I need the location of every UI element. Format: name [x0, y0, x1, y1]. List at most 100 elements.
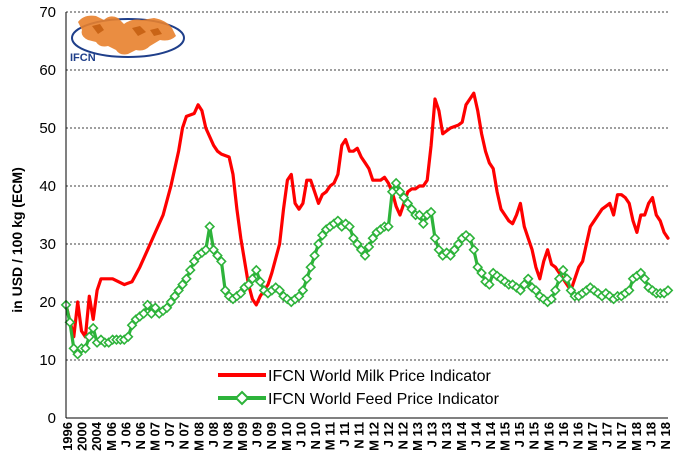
data-point: [212, 250, 223, 261]
data-point: [87, 322, 99, 334]
x-tick-label: 2004: [89, 421, 104, 451]
y-tick-label: 40: [39, 178, 56, 195]
data-point: [394, 186, 406, 198]
data-point: [367, 232, 379, 244]
x-tick-label: J 09: [250, 422, 265, 447]
data-point: [449, 244, 460, 256]
legend-feed-marker-icon: [234, 390, 250, 406]
x-tick-label: M 06: [104, 422, 119, 451]
ifcn-logo: IFCN: [70, 15, 185, 64]
data-point: [181, 273, 192, 285]
data-point: [635, 267, 647, 279]
x-tick-label: N 17: [614, 422, 629, 449]
x-tick-label: M 09: [235, 422, 250, 451]
axes: [65, 12, 668, 419]
x-tick-label: M 17: [585, 422, 600, 451]
x-tick-label: J 18: [643, 422, 658, 447]
data-point: [390, 177, 402, 189]
data-point: [169, 290, 181, 302]
data-point: [515, 285, 526, 296]
x-tick-label: J 07: [162, 422, 177, 447]
x-tick-label: N 18: [658, 422, 673, 449]
globe-ellipse-icon: [71, 18, 185, 58]
data-point: [161, 302, 173, 314]
data-point: [146, 308, 157, 319]
data-point: [359, 250, 371, 261]
data-point: [274, 285, 285, 296]
x-tick-label: M 13: [410, 422, 425, 451]
y-axis-label: in USD / 100 kg (ECM): [9, 167, 25, 312]
data-point: [363, 241, 375, 253]
y-tick-label: 20: [39, 294, 56, 311]
data-point: [83, 331, 95, 343]
data-point: [623, 285, 635, 296]
y-tick-label: 60: [39, 62, 56, 79]
x-tick-label: N 07: [177, 422, 192, 449]
data-point: [68, 343, 80, 354]
data-point: [173, 285, 184, 296]
y-tick-label: 70: [39, 4, 56, 21]
x-tick-label: J 17: [600, 422, 615, 447]
y-tick-labels: 0 10 20 30 40 50 60 70: [39, 4, 56, 427]
x-tick-label: J 08: [206, 422, 221, 447]
data-point: [518, 279, 530, 290]
data-point: [530, 285, 542, 296]
data-point: [208, 244, 219, 256]
x-tick-label: M 14: [454, 421, 469, 451]
data-point: [142, 299, 153, 311]
data-point: [126, 319, 138, 331]
x-tick-label: M 16: [541, 422, 556, 451]
data-point: [184, 264, 196, 276]
data-point: [200, 244, 212, 256]
data-point: [433, 244, 445, 256]
x-tick-label: J 15: [512, 422, 527, 447]
data-point: [417, 218, 429, 230]
data-point: [297, 285, 309, 296]
data-point: [332, 215, 344, 227]
x-tick-labels: 1996 2000 2004 M 06 J 06 N 06 M 07 J 07 N 07 M 08…: [60, 421, 673, 451]
data-point: [80, 343, 91, 354]
x-tick-label: N 08: [220, 422, 235, 449]
world-map-icon: [78, 15, 176, 55]
data-point: [425, 206, 437, 218]
data-point: [243, 279, 254, 290]
data-point: [565, 285, 577, 296]
x-tick-label: J 10: [293, 422, 308, 447]
data-point: [386, 186, 398, 198]
data-point: [247, 273, 258, 285]
data-point: [546, 293, 557, 305]
data-point: [639, 273, 651, 285]
data-point: [383, 221, 394, 232]
data-point: [219, 285, 231, 296]
data-point: [250, 264, 262, 276]
x-tick-label: M 08: [191, 422, 206, 451]
x-tick-label: J 13: [425, 422, 440, 447]
x-tick-label: N 11: [352, 422, 367, 449]
x-tick-label: J 06: [118, 422, 133, 447]
data-point: [355, 244, 367, 256]
data-point: [553, 273, 565, 285]
x-tick-label: M 12: [366, 422, 381, 451]
data-point: [72, 348, 83, 360]
x-tick-label: N 06: [133, 422, 148, 449]
data-point: [204, 221, 216, 232]
data-point: [64, 316, 76, 328]
legend-milk-label: IFCN World Milk Price Indicator: [268, 368, 492, 385]
data-point: [254, 276, 266, 288]
data-point: [351, 238, 363, 250]
series-markers-feed: [60, 177, 674, 360]
data-point: [414, 209, 425, 221]
x-tick-label: J 12: [381, 422, 396, 447]
x-tick-label: J 16: [556, 422, 571, 447]
data-point: [309, 250, 320, 261]
data-point: [317, 229, 328, 241]
x-tick-label: M 18: [629, 422, 644, 451]
series-line-milk: [64, 91, 670, 339]
y-tick-label: 50: [39, 120, 56, 137]
y-tick-label: 0: [48, 410, 56, 427]
x-tick-label: N 13: [439, 422, 454, 449]
x-tick-label: M 07: [148, 422, 163, 451]
data-point: [557, 264, 569, 276]
data-point: [344, 221, 355, 232]
x-tick-label: J 11: [337, 422, 352, 447]
